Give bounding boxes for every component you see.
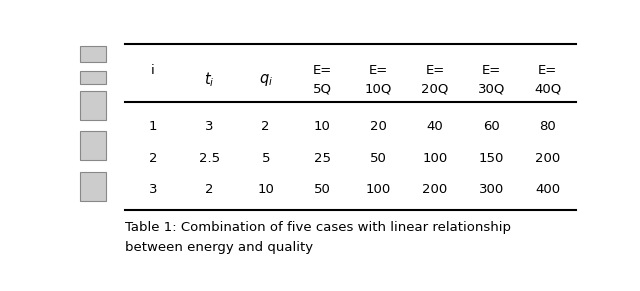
Text: $q_i$: $q_i$ — [259, 72, 273, 88]
Text: E=: E= — [369, 64, 388, 77]
Text: 1: 1 — [148, 120, 157, 133]
Text: $t_i$: $t_i$ — [204, 70, 214, 89]
Bar — [80, 71, 106, 84]
Text: 5: 5 — [262, 152, 270, 165]
Text: 2.5: 2.5 — [198, 152, 220, 165]
Text: 50: 50 — [314, 183, 330, 196]
Bar — [80, 172, 106, 201]
Text: E=: E= — [312, 64, 332, 77]
Text: 10: 10 — [314, 120, 330, 133]
Text: E=: E= — [482, 64, 501, 77]
Text: 2: 2 — [148, 152, 157, 165]
Text: 100: 100 — [366, 183, 391, 196]
Text: 40Q: 40Q — [534, 82, 561, 95]
Text: 25: 25 — [314, 152, 331, 165]
Text: Table 1: Combination of five cases with linear relationship: Table 1: Combination of five cases with … — [125, 221, 511, 234]
Text: 100: 100 — [422, 152, 447, 165]
Text: 20: 20 — [370, 120, 387, 133]
Text: 300: 300 — [479, 183, 504, 196]
Text: i: i — [151, 64, 155, 77]
Bar — [80, 46, 106, 62]
Bar — [80, 91, 106, 120]
Text: 80: 80 — [540, 120, 556, 133]
Text: 20Q: 20Q — [421, 82, 449, 95]
Text: 200: 200 — [535, 152, 561, 165]
Text: 200: 200 — [422, 183, 447, 196]
Text: 10Q: 10Q — [365, 82, 392, 95]
Text: E=: E= — [538, 64, 557, 77]
Text: 30Q: 30Q — [477, 82, 505, 95]
Text: 50: 50 — [370, 152, 387, 165]
Text: 60: 60 — [483, 120, 500, 133]
Text: 3: 3 — [205, 120, 214, 133]
Text: between energy and quality: between energy and quality — [125, 241, 313, 254]
Bar — [80, 131, 106, 160]
Text: 40: 40 — [427, 120, 444, 133]
Text: E=: E= — [426, 64, 445, 77]
Text: 2: 2 — [205, 183, 214, 196]
Text: 3: 3 — [148, 183, 157, 196]
Text: 5Q: 5Q — [312, 82, 332, 95]
Text: 150: 150 — [479, 152, 504, 165]
Text: 10: 10 — [257, 183, 274, 196]
Text: 2: 2 — [262, 120, 270, 133]
Text: 400: 400 — [535, 183, 561, 196]
